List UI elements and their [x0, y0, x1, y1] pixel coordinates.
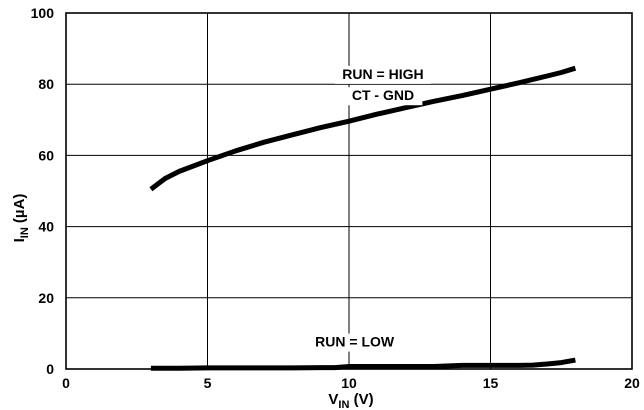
- x-axis-label-sub: IN: [338, 399, 349, 410]
- annotation-label: RUN = HIGH: [342, 66, 423, 82]
- x-tick-label: 0: [62, 375, 70, 391]
- x-axis-label-unit: (V): [349, 391, 373, 408]
- x-tick-label: 10: [341, 375, 357, 391]
- tick-labels: 0 5 10 15 20 0 20 40 60 80 100: [31, 5, 640, 391]
- annotation-background: [310, 333, 399, 352]
- y-axis-label-sub: IN: [19, 227, 31, 238]
- series-line-1: [149, 65, 577, 192]
- x-axis-label-main: V: [328, 391, 338, 408]
- annotation-label: RUN = LOW: [315, 334, 395, 350]
- y-axis-label-unit: (µA): [11, 194, 28, 228]
- x-tick-label: 15: [483, 375, 499, 391]
- x-tick-label: 20: [624, 375, 640, 391]
- y-tick-label: 80: [38, 76, 54, 92]
- y-tick-label: 20: [38, 290, 54, 306]
- x-axis-label: VIN (V): [328, 391, 373, 410]
- x-tick-label: 5: [204, 375, 212, 391]
- series-line-2: [150, 357, 576, 371]
- annotation-background: [334, 65, 431, 84]
- y-tick-label: 0: [46, 361, 54, 377]
- y-tick-label: 100: [31, 5, 55, 21]
- y-tick-label: 60: [38, 147, 54, 163]
- annotation-background: [343, 87, 423, 106]
- plot-frame: [65, 12, 633, 370]
- series-group: [149, 65, 577, 371]
- annotations: RUN = HIGH CT - GND RUN = LOW: [310, 65, 431, 352]
- annotation-label: CT - GND: [352, 87, 414, 103]
- y-tick-label: 40: [38, 219, 54, 235]
- y-axis-label-main: I: [11, 238, 28, 242]
- y-axis-label: IIN (µA): [11, 194, 31, 243]
